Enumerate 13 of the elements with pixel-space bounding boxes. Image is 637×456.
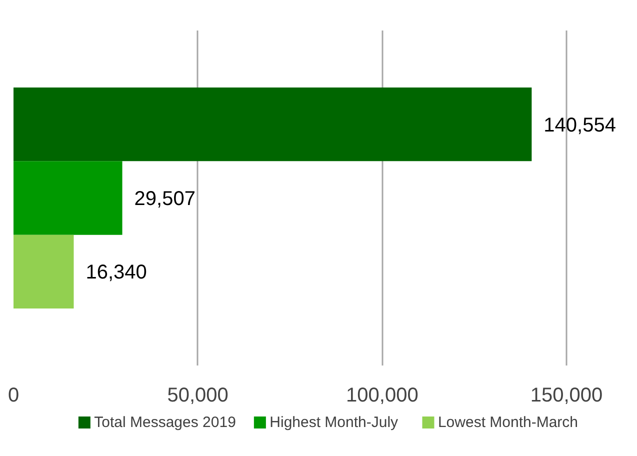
x-tick-label: 100,000 — [346, 384, 418, 406]
x-tick-label: 150,000 — [530, 384, 603, 406]
legend-label: Total Messages 2019 — [94, 414, 236, 431]
bar — [14, 234, 74, 309]
x-tick-label: 50,000 — [167, 384, 228, 406]
bar — [14, 87, 532, 162]
legend-label: Lowest Month-March — [438, 414, 578, 431]
data-label: 16,340 — [86, 262, 147, 284]
data-label: 29,507 — [134, 188, 196, 210]
bar — [14, 161, 122, 235]
data-label: 140,554 — [544, 114, 616, 136]
x-tick-label: 0 — [8, 384, 20, 406]
legend-label: Highest Month-July — [270, 414, 399, 431]
